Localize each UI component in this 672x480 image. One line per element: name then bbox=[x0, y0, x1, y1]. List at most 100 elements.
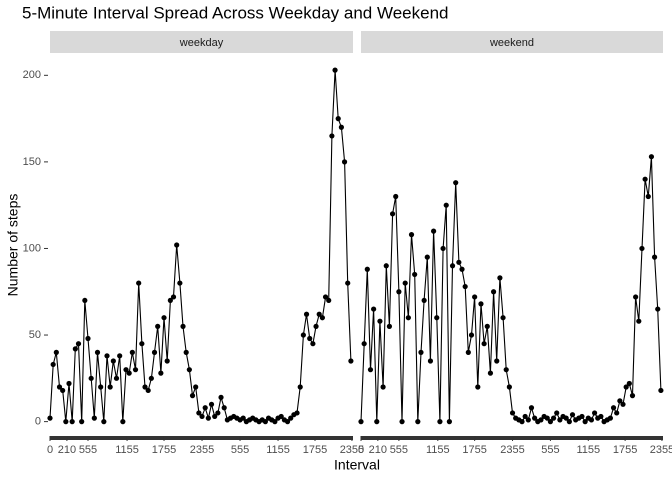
data-point bbox=[446, 419, 452, 425]
y-tick-label: 50 bbox=[29, 329, 41, 341]
data-point bbox=[506, 384, 512, 390]
data-point bbox=[322, 294, 329, 300]
data-point bbox=[598, 413, 604, 420]
data-point bbox=[107, 384, 113, 390]
x-tick-label: 1755 bbox=[303, 444, 327, 456]
data-point bbox=[177, 280, 183, 286]
data-point bbox=[642, 176, 648, 182]
x-tick-label: 1155 bbox=[266, 444, 290, 456]
data-point bbox=[569, 412, 576, 418]
data-point bbox=[341, 159, 348, 165]
data-point bbox=[155, 323, 161, 329]
x-tick-label: 2355 bbox=[500, 444, 524, 456]
data-point bbox=[136, 280, 142, 286]
data-point bbox=[167, 297, 173, 304]
data-point bbox=[345, 280, 351, 286]
data-point bbox=[557, 417, 563, 423]
data-point bbox=[335, 116, 341, 122]
data-point bbox=[196, 410, 202, 416]
data-point bbox=[180, 323, 186, 329]
data-point bbox=[434, 315, 440, 321]
x-axis-title: Interval bbox=[334, 457, 380, 473]
data-point bbox=[88, 375, 94, 381]
data-point bbox=[132, 367, 139, 373]
data-point bbox=[449, 263, 456, 269]
data-point bbox=[386, 323, 393, 329]
data-point bbox=[550, 415, 557, 421]
data-point bbox=[297, 384, 303, 390]
data-point bbox=[117, 353, 123, 359]
data-point bbox=[658, 387, 664, 394]
data-point bbox=[174, 242, 180, 248]
data-point bbox=[437, 419, 443, 425]
data-point bbox=[202, 405, 208, 411]
data-point bbox=[500, 315, 506, 321]
data-point bbox=[639, 245, 645, 252]
data-point bbox=[113, 375, 120, 381]
data-point bbox=[319, 315, 325, 321]
y-tick-label: 0 bbox=[35, 416, 41, 428]
data-point bbox=[481, 341, 487, 347]
data-point bbox=[453, 180, 459, 186]
data-point bbox=[272, 419, 278, 425]
data-point bbox=[424, 254, 430, 260]
data-point bbox=[47, 415, 53, 421]
data-point bbox=[490, 289, 497, 295]
data-point bbox=[205, 415, 211, 421]
data-point bbox=[60, 387, 66, 394]
data-point bbox=[412, 271, 418, 278]
data-point bbox=[399, 419, 405, 425]
data-point bbox=[69, 419, 75, 425]
data-point bbox=[544, 415, 550, 421]
y-tick-label: 150 bbox=[23, 156, 41, 168]
x-tick-label: 1755 bbox=[462, 444, 486, 456]
data-point bbox=[607, 415, 613, 421]
data-point bbox=[389, 211, 396, 217]
data-point bbox=[110, 358, 116, 364]
data-point bbox=[164, 358, 170, 364]
data-point bbox=[402, 280, 408, 286]
strip bbox=[361, 31, 663, 53]
data-point bbox=[364, 266, 370, 272]
data-point bbox=[313, 323, 319, 329]
x-tick-label: 555 bbox=[79, 444, 97, 456]
data-point bbox=[326, 297, 332, 304]
data-point bbox=[588, 417, 595, 423]
data-point bbox=[629, 393, 636, 399]
data-point bbox=[456, 259, 462, 265]
data-point bbox=[240, 415, 246, 421]
data-point bbox=[377, 318, 383, 324]
data-point bbox=[170, 294, 177, 300]
data-point bbox=[91, 415, 97, 421]
data-line bbox=[49, 70, 352, 423]
x-tick-label: 1755 bbox=[152, 444, 176, 456]
data-point bbox=[158, 370, 164, 376]
x-tick-label: 1155 bbox=[576, 444, 600, 456]
data-point bbox=[519, 419, 525, 425]
data-point bbox=[443, 202, 449, 208]
data-point bbox=[610, 405, 617, 411]
data-point bbox=[142, 384, 148, 390]
data-point bbox=[358, 419, 364, 425]
data-point bbox=[278, 413, 284, 420]
data-point bbox=[338, 124, 344, 130]
y-tick-label: 100 bbox=[23, 242, 41, 254]
data-point bbox=[374, 419, 380, 425]
data-point bbox=[85, 335, 91, 342]
data-point bbox=[497, 275, 503, 281]
data-point bbox=[503, 367, 509, 373]
data-point bbox=[563, 415, 569, 421]
data-point bbox=[307, 335, 313, 342]
data-point bbox=[371, 306, 377, 312]
data-point bbox=[462, 283, 468, 290]
data-point bbox=[472, 294, 478, 300]
data-point bbox=[494, 358, 500, 364]
data-point bbox=[405, 315, 411, 321]
data-point bbox=[151, 349, 158, 355]
data-point bbox=[396, 289, 402, 295]
data-point bbox=[380, 384, 386, 390]
data-point bbox=[475, 384, 481, 390]
data-point bbox=[221, 405, 227, 411]
data-point bbox=[63, 419, 69, 425]
